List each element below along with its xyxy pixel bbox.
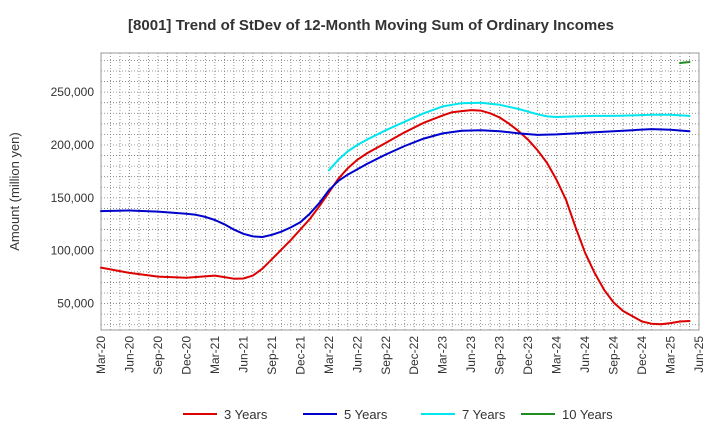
x-tick-label: Mar-25 xyxy=(664,336,678,374)
x-tick-label: Mar-21 xyxy=(208,336,222,374)
x-tick-label: Mar-22 xyxy=(322,336,336,374)
x-tick-label: Jun-23 xyxy=(464,336,478,373)
x-tick-label: Jun-22 xyxy=(350,336,364,373)
plot-frame xyxy=(100,52,700,331)
x-tick-label: Jun-21 xyxy=(236,336,250,373)
legend-label: 5 Years xyxy=(344,407,388,422)
y-tick-label: 250,000 xyxy=(51,85,95,99)
y-tick-label: 150,000 xyxy=(51,191,95,205)
x-tick-label: Dec-23 xyxy=(521,336,535,375)
legend-label: 3 Years xyxy=(224,407,268,422)
y-tick-label: 50,000 xyxy=(57,297,94,311)
y-tick-label: 200,000 xyxy=(51,138,95,152)
x-tick-label: Jun-20 xyxy=(122,336,136,373)
x-tick-label: Mar-24 xyxy=(550,336,564,374)
x-tick-label: Sep-22 xyxy=(379,336,393,375)
legend-label: 7 Years xyxy=(462,407,506,422)
y-axis-ticks: 50,000 100,000 150,000 200,000 250,000 xyxy=(51,85,95,310)
series-line-7-years xyxy=(327,101,691,172)
x-tick-label: Mar-20 xyxy=(94,336,108,374)
x-axis-ticks: Mar-20 Jun-20 Sep-20 Dec-20 Mar-21 Jun-21 Sep-… xyxy=(94,336,706,375)
x-tick-label: Dec-21 xyxy=(293,336,307,375)
series-line-5-years xyxy=(100,128,691,238)
x-tick-label: Sep-21 xyxy=(265,336,279,375)
x-tick-label: Mar-23 xyxy=(436,336,450,374)
x-tick-label: Dec-22 xyxy=(407,336,421,375)
y-tick-label: 100,000 xyxy=(51,244,95,258)
chart-title: [8001] Trend of StDev of 12-Month Moving… xyxy=(128,17,614,34)
x-tick-label: Sep-20 xyxy=(151,336,165,375)
y-axis-label: Amount (million yen) xyxy=(7,132,22,251)
legend: 3 Years 5 Years 7 Years 10 Years xyxy=(183,407,613,422)
x-tick-label: Jun-25 xyxy=(692,336,706,373)
x-tick-label: Sep-24 xyxy=(607,336,621,375)
x-tick-label: Dec-20 xyxy=(179,336,193,375)
x-tick-label: Jun-24 xyxy=(578,336,592,373)
legend-label: 10 Years xyxy=(562,407,613,422)
series-lines xyxy=(100,61,691,326)
grid xyxy=(101,53,699,330)
series-line-10-years xyxy=(679,61,691,64)
series-line-3-years xyxy=(100,109,691,326)
x-tick-label: Dec-24 xyxy=(635,336,649,375)
x-tick-label: Sep-23 xyxy=(493,336,507,375)
